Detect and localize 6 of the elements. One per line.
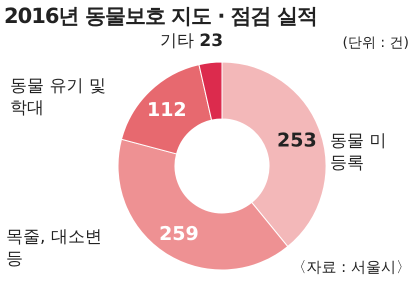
data-label: 253 xyxy=(277,129,317,152)
data-label: 259 xyxy=(159,222,199,245)
annotation: 〈자료 : 서울시〉 xyxy=(291,258,411,277)
data-label: 112 xyxy=(146,98,187,121)
subtitle: (단위 : 건) xyxy=(342,34,409,52)
title: 2016년 동물보호 지도 · 점검 실적 xyxy=(4,3,317,30)
